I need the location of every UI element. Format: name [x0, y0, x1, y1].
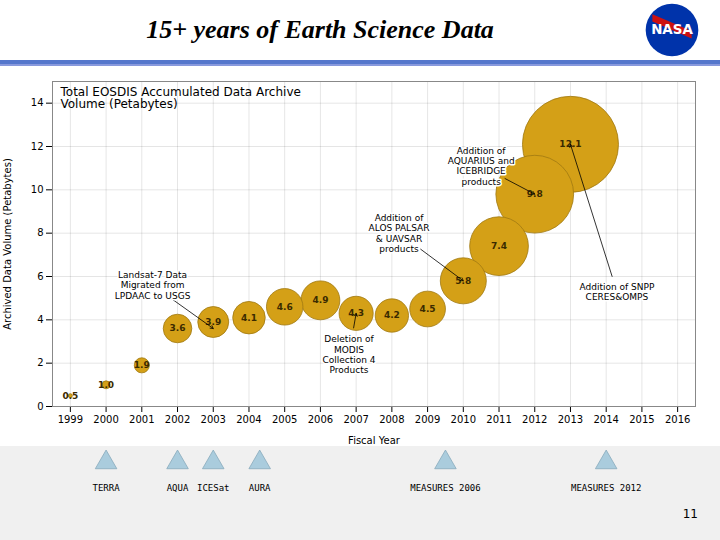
svg-text:2012: 2012	[522, 414, 547, 425]
svg-text:2008: 2008	[379, 414, 404, 425]
svg-text:Total EOSDIS Accumulated Data: Total EOSDIS Accumulated Data ArchiveVol…	[60, 85, 301, 111]
svg-text:5.8: 5.8	[455, 275, 472, 286]
svg-text:1.9: 1.9	[134, 360, 150, 370]
svg-text:4.1: 4.1	[241, 313, 257, 323]
svg-text:1999: 1999	[58, 414, 83, 425]
svg-text:2006: 2006	[308, 414, 333, 425]
svg-text:8: 8	[37, 227, 43, 238]
svg-text:Landsat-7 DataMigrated fromLPD: Landsat-7 DataMigrated fromLPDAAC to USG…	[115, 270, 191, 301]
svg-text:AURA: AURA	[249, 483, 271, 493]
svg-text:Fiscal Year: Fiscal Year	[348, 435, 401, 446]
svg-text:2007: 2007	[343, 414, 368, 425]
svg-text:2002: 2002	[165, 414, 190, 425]
svg-text:7.4: 7.4	[491, 241, 507, 251]
svg-text:2003: 2003	[201, 414, 226, 425]
svg-text:2015: 2015	[629, 414, 654, 425]
svg-text:1.0: 1.0	[98, 380, 114, 390]
svg-text:0.5: 0.5	[62, 391, 78, 401]
html-text:11: 11	[682, 507, 698, 521]
svg-text:NASA: NASA	[651, 22, 693, 37]
svg-text:TERRA: TERRA	[93, 483, 121, 493]
svg-text:Addition ofALOS PALSAR& UAVSAR: Addition ofALOS PALSAR& UAVSARproducts	[369, 213, 430, 254]
svg-text:2009: 2009	[415, 414, 440, 425]
svg-text:2005: 2005	[272, 414, 297, 425]
svg-text:2001: 2001	[129, 414, 154, 425]
svg-text:4.2: 4.2	[384, 310, 400, 320]
svg-text:4.5: 4.5	[420, 304, 436, 314]
svg-text:Addition ofAQUARIUS andICEBRID: Addition ofAQUARIUS andICEBRIDGEproducts	[448, 146, 515, 187]
svg-text:0: 0	[37, 401, 43, 412]
svg-text:MEASURES 2006: MEASURES 2006	[410, 483, 480, 493]
svg-text:Deletion ofMODISCollection 4Pr: Deletion ofMODISCollection 4Products	[322, 334, 375, 375]
svg-text:2: 2	[37, 357, 43, 368]
svg-text:4.9: 4.9	[312, 295, 328, 305]
svg-text:Addition of SNPPCERES&OMPS: Addition of SNPPCERES&OMPS	[579, 282, 654, 302]
svg-text:3.9: 3.9	[205, 317, 221, 327]
svg-text:2000: 2000	[93, 414, 118, 425]
svg-text:12: 12	[31, 141, 44, 152]
svg-text:MEASURES 2012: MEASURES 2012	[571, 483, 641, 493]
svg-text:Archived Data Volume (Petabyte: Archived Data Volume (Petabytes)	[2, 158, 13, 330]
svg-text:2004: 2004	[236, 414, 261, 425]
svg-text:4.6: 4.6	[277, 302, 293, 312]
svg-text:14: 14	[31, 97, 44, 108]
svg-text:10: 10	[31, 184, 44, 195]
svg-text:12.1: 12.1	[559, 139, 582, 150]
svg-text:6: 6	[37, 271, 43, 282]
svg-text:4: 4	[37, 314, 43, 325]
svg-text:ICESat: ICESat	[197, 483, 230, 493]
svg-text:2010: 2010	[451, 414, 476, 425]
svg-text:3.6: 3.6	[170, 323, 186, 333]
svg-text:9.8: 9.8	[526, 189, 543, 199]
svg-text:2014: 2014	[593, 414, 618, 425]
svg-text:4.3: 4.3	[348, 308, 365, 319]
svg-text:2016: 2016	[665, 414, 690, 425]
svg-text:2013: 2013	[558, 414, 583, 425]
svg-text:AQUA: AQUA	[167, 483, 189, 493]
svg-text:2011: 2011	[486, 414, 511, 425]
html-text:15+ years of Earth Science Dat: 15+ years of Earth Science Data	[146, 15, 494, 44]
